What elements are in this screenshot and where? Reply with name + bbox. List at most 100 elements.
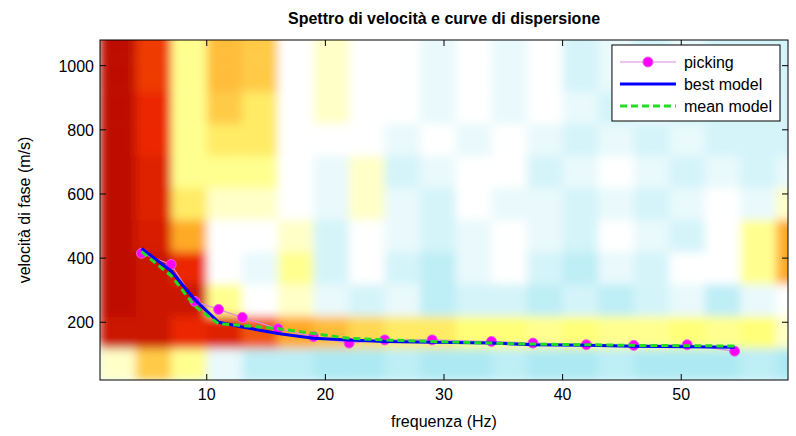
spectrum-cell	[776, 252, 788, 285]
legend-box	[612, 45, 780, 121]
x-tick	[681, 374, 682, 380]
spectrum-cell	[705, 220, 741, 253]
spectrum-cell	[420, 252, 456, 285]
spectrum-cell	[278, 220, 314, 253]
spectrum-cell	[242, 155, 278, 188]
spectrum-cell	[385, 91, 421, 124]
spectrum-cell	[563, 155, 599, 188]
axes: 10203040502004006008001000	[58, 40, 788, 403]
spectrum-cell	[705, 316, 741, 349]
spectrum-cell	[171, 348, 207, 380]
spectrum-cell	[527, 252, 563, 285]
spectrum-cell	[456, 59, 492, 92]
spectrum-cell	[634, 155, 670, 188]
y-tick-label: 400	[67, 250, 94, 267]
series-marker	[214, 304, 224, 314]
spectrum-cell	[349, 123, 385, 156]
spectrum-cell	[456, 348, 492, 380]
spectrum-cell	[563, 91, 599, 124]
spectrum-cell	[669, 220, 705, 253]
legend-label: picking	[684, 54, 734, 71]
spectrum-cell	[136, 284, 172, 317]
spectrum-cell	[349, 91, 385, 124]
spectrum-cell	[634, 348, 670, 380]
spectrum-cell	[314, 123, 350, 156]
spectrum-cell	[171, 59, 207, 92]
spectrum-cell	[385, 123, 421, 156]
spectrum-cell	[741, 252, 777, 285]
x-tick-label: 30	[435, 386, 453, 403]
spectrum-cell	[242, 91, 278, 124]
spectrum-cell	[242, 40, 278, 60]
x-tick-label: 50	[672, 386, 690, 403]
spectrum-cell	[491, 59, 527, 92]
x-tick	[562, 40, 563, 46]
y-tick	[782, 258, 788, 259]
y-tick	[782, 193, 788, 194]
spectrum-cell	[491, 348, 527, 380]
spectrum-cell	[314, 188, 350, 221]
legend: pickingbest modelmean model	[612, 45, 780, 121]
spectrum-cell	[349, 188, 385, 221]
y-tick	[782, 322, 788, 323]
chart: 10203040502004006008001000Spettro di vel…	[0, 0, 796, 436]
y-tick	[100, 258, 106, 259]
legend-swatch	[620, 105, 676, 108]
spectrum-cell	[563, 348, 599, 380]
spectrum-cell	[278, 59, 314, 92]
spectrum-cell	[242, 284, 278, 317]
spectrum-cell	[741, 348, 777, 380]
spectrum-cell	[741, 284, 777, 317]
spectrum-cell	[171, 188, 207, 221]
spectrum-cell	[171, 123, 207, 156]
spectrum-cell	[669, 284, 705, 317]
spectrum-cell	[100, 155, 136, 188]
spectrum-cell	[349, 155, 385, 188]
spectrum-cell	[278, 252, 314, 285]
spectrum-cell	[563, 284, 599, 317]
x-tick	[206, 374, 207, 380]
x-axis-title: frequenza (Hz)	[391, 413, 497, 430]
spectrum-cell	[563, 220, 599, 253]
spectrum-cell	[136, 40, 172, 60]
spectrum-cell	[741, 316, 777, 349]
spectrum-cell	[314, 348, 350, 380]
spectrum-cell	[100, 284, 136, 317]
spectrum-cell	[491, 220, 527, 253]
spectrum-cell	[242, 123, 278, 156]
y-tick	[100, 65, 106, 66]
spectrum-cell	[100, 220, 136, 253]
x-tick-label: 20	[316, 386, 334, 403]
spectrum-cell	[456, 155, 492, 188]
x-tick-label: 40	[554, 386, 572, 403]
spectrum-cell	[456, 220, 492, 253]
plot-frame	[100, 40, 788, 380]
spectrum-cell	[527, 59, 563, 92]
spectrum-cell	[136, 316, 172, 349]
x-tick-label: 10	[198, 386, 216, 403]
spectrum-cell	[491, 155, 527, 188]
spectrum-cell	[100, 123, 136, 156]
spectrum-cell	[420, 123, 456, 156]
series-line	[142, 248, 735, 347]
spectrum-cell	[385, 284, 421, 317]
spectrum-cell	[598, 220, 634, 253]
x-tick	[562, 374, 563, 380]
series-line	[142, 252, 735, 346]
spectrum-cell	[491, 40, 527, 60]
spectrum-cell	[349, 40, 385, 60]
spectrum-cell	[314, 40, 350, 60]
spectrum-cell	[705, 123, 741, 156]
legend-marker	[643, 57, 653, 67]
spectrum-cell	[420, 348, 456, 380]
spectrum-cell	[385, 252, 421, 285]
spectrum-cell	[527, 220, 563, 253]
spectrum-cell	[527, 40, 563, 60]
legend-label: mean model	[684, 98, 772, 115]
spectrum-cell	[491, 188, 527, 221]
spectrum-cell	[136, 123, 172, 156]
spectrum-cell	[741, 220, 777, 253]
spectrum-cell	[207, 155, 243, 188]
spectrum-cell	[634, 188, 670, 221]
x-tick	[325, 40, 326, 46]
